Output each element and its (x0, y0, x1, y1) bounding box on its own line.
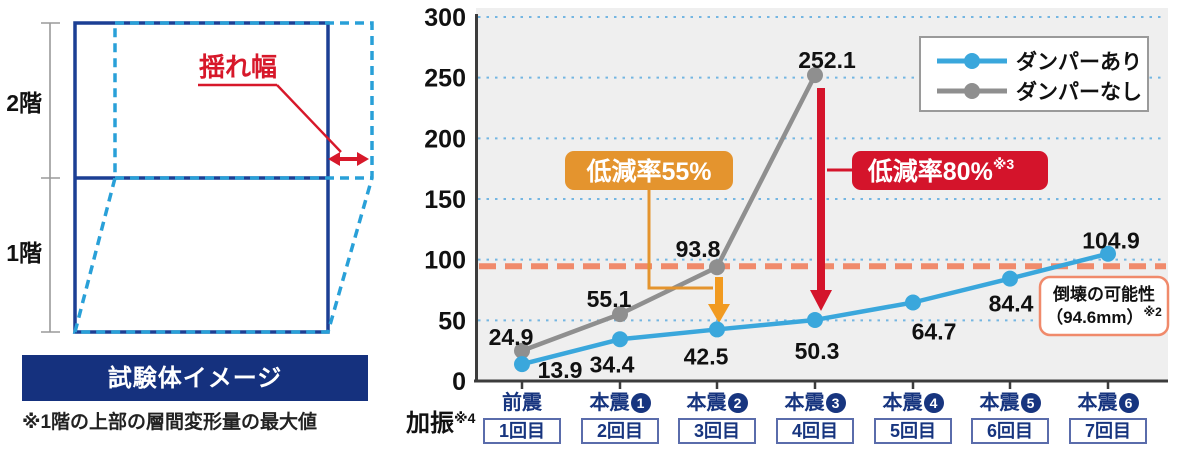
y-tick-label: 0 (452, 368, 466, 396)
legend-box (919, 36, 1149, 112)
reduction-55-label: 低減率55% (585, 157, 711, 186)
data-label: 104.9 (1082, 228, 1140, 254)
y-tick-label: 50 (438, 307, 466, 335)
data-label: 84.4 (989, 291, 1034, 317)
specimen-diagram-panel: 2階 1階 揺れ幅 試験体イメージ ※1階の上部の層間変形量の最大値 (0, 0, 420, 464)
data-point (514, 342, 530, 359)
sway-annotation-line (198, 83, 342, 153)
data-point (807, 311, 823, 328)
line-chart: 13.9 34.4 42.5 50.3 64.7 84.4 104.9 24.9 55.1 93.… (424, 4, 1170, 396)
legend-dot (964, 83, 980, 99)
legend-label: ダンパーなし (1016, 80, 1142, 104)
reduction-80-box (852, 151, 1048, 190)
data-point (709, 321, 725, 338)
data-label: 64.7 (912, 318, 957, 344)
data-label: 50.3 (795, 338, 840, 364)
y-tick-label: 150 (424, 186, 466, 214)
collapse-note-line1: 倒壊の可能性 (1052, 284, 1155, 304)
collapse-note-line2: （94.6mm）※2 (1046, 305, 1162, 327)
data-point (612, 331, 628, 348)
y-tick-label: 250 (424, 65, 466, 93)
series-line-without-damper (521, 74, 818, 353)
sway-width-label: 揺れ幅 (199, 52, 277, 82)
deformed-frame (72, 21, 374, 334)
y-tick-label: 300 (424, 4, 466, 32)
data-label: 93.8 (676, 236, 721, 262)
y-tick-label: 200 (424, 125, 466, 153)
reduction-arrow-80-head (810, 290, 832, 311)
sway-double-arrow (328, 152, 369, 166)
caption-banner-label: 試験体イメージ (108, 364, 283, 392)
data-label: 13.9 (538, 357, 583, 383)
data-point (612, 306, 628, 323)
data-point (807, 67, 823, 84)
data-point (514, 356, 530, 373)
reduction-55-box (565, 151, 733, 190)
x-axis-caption: 加振※4 (406, 403, 475, 438)
data-label: 24.9 (489, 324, 534, 350)
data-point (905, 294, 921, 311)
data-label: 55.1 (587, 286, 632, 312)
chart-panel: 13.9 34.4 42.5 50.3 64.7 84.4 104.9 24.9 55.1 93.… (406, 0, 1180, 464)
legend-dot (964, 53, 980, 69)
floor-2-label: 2階 (6, 90, 42, 116)
collapse-note-box (1038, 275, 1170, 337)
data-label: 252.1 (798, 47, 856, 73)
specimen-diagram: 2階 1階 揺れ幅 試験体イメージ ※1階の上部の層間変形量の最大値 (6, 21, 374, 433)
y-tick-label: 100 (424, 247, 466, 275)
legend-label: ダンパーあり (1016, 50, 1142, 74)
data-point (1002, 270, 1018, 287)
x-axis-caption-sup: ※4 (454, 410, 476, 426)
reduction-80-label: 低減率80%※3 (867, 156, 1015, 186)
diagram-footnote: ※1階の上部の層間変形量の最大値 (22, 410, 317, 433)
data-point (709, 259, 725, 276)
data-label: 42.5 (684, 343, 729, 369)
caption-banner (22, 355, 368, 401)
height-bracket (41, 22, 60, 333)
x-axis-caption-text: 加振 (406, 410, 454, 437)
floor-1-label: 1階 (6, 240, 42, 266)
data-point (1100, 245, 1116, 262)
reduction-arrow-55-head (708, 304, 730, 323)
data-label: 34.4 (590, 351, 635, 377)
annotation-connector-55 (647, 190, 713, 290)
